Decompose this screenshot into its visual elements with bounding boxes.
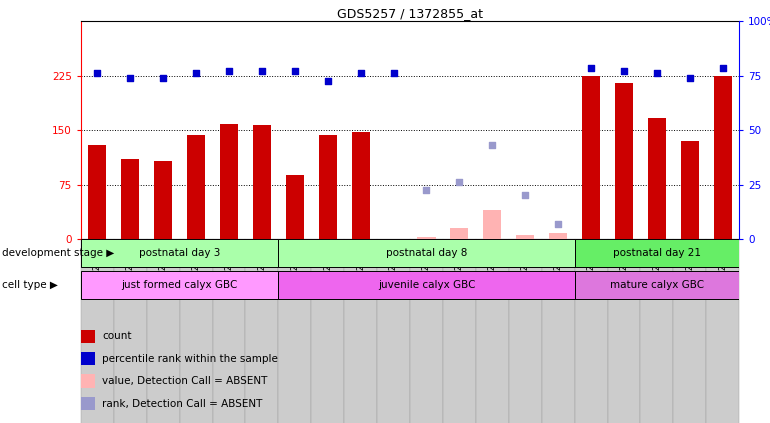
Bar bbox=[114, 239, 146, 423]
Bar bbox=[681, 141, 699, 239]
Bar bbox=[278, 239, 311, 423]
Bar bbox=[377, 239, 410, 423]
Bar bbox=[246, 239, 279, 423]
Bar bbox=[706, 239, 739, 423]
Bar bbox=[81, 239, 279, 267]
Bar bbox=[417, 237, 436, 239]
Text: mature calyx GBC: mature calyx GBC bbox=[610, 280, 704, 290]
Point bbox=[190, 70, 203, 77]
Bar bbox=[253, 125, 271, 239]
Point bbox=[552, 221, 564, 228]
Bar bbox=[311, 239, 344, 423]
Text: value, Detection Call = ABSENT: value, Detection Call = ABSENT bbox=[102, 376, 268, 386]
Text: cell type ▶: cell type ▶ bbox=[2, 280, 58, 290]
Point bbox=[354, 70, 367, 77]
Text: just formed calyx GBC: just formed calyx GBC bbox=[122, 280, 238, 290]
Bar bbox=[574, 271, 739, 299]
Point bbox=[289, 67, 301, 74]
Point bbox=[124, 74, 136, 81]
Bar bbox=[279, 271, 574, 299]
Bar bbox=[648, 118, 666, 239]
Bar bbox=[673, 239, 706, 423]
Bar bbox=[582, 76, 600, 239]
Bar bbox=[187, 135, 205, 239]
Point bbox=[256, 67, 268, 74]
Point bbox=[420, 186, 433, 193]
Text: juvenile calyx GBC: juvenile calyx GBC bbox=[378, 280, 475, 290]
Bar bbox=[484, 210, 501, 239]
Point bbox=[454, 179, 466, 186]
Point bbox=[486, 141, 498, 148]
Bar bbox=[213, 239, 246, 423]
Point bbox=[157, 74, 169, 81]
Bar bbox=[319, 135, 336, 239]
Bar bbox=[286, 175, 304, 239]
Point bbox=[322, 77, 334, 84]
Point bbox=[223, 67, 235, 74]
Text: postnatal day 21: postnatal day 21 bbox=[613, 248, 701, 258]
Text: percentile rank within the sample: percentile rank within the sample bbox=[102, 354, 278, 364]
Bar bbox=[574, 239, 608, 423]
Point bbox=[387, 70, 400, 77]
Bar bbox=[220, 124, 238, 239]
Bar bbox=[121, 159, 139, 239]
Bar bbox=[509, 239, 541, 423]
Bar bbox=[641, 239, 673, 423]
Bar bbox=[541, 239, 574, 423]
Bar bbox=[344, 239, 377, 423]
Bar bbox=[410, 239, 443, 423]
Point bbox=[684, 74, 696, 81]
Bar bbox=[476, 239, 509, 423]
Bar bbox=[89, 145, 106, 239]
Title: GDS5257 / 1372855_at: GDS5257 / 1372855_at bbox=[337, 7, 483, 20]
Bar bbox=[81, 271, 279, 299]
Bar bbox=[146, 239, 179, 423]
Text: development stage ▶: development stage ▶ bbox=[2, 248, 114, 258]
Bar bbox=[549, 233, 567, 239]
Bar bbox=[516, 235, 534, 239]
Bar bbox=[179, 239, 213, 423]
Bar bbox=[81, 239, 114, 423]
Bar bbox=[154, 161, 172, 239]
Bar bbox=[279, 239, 574, 267]
Text: postnatal day 8: postnatal day 8 bbox=[386, 248, 467, 258]
Point bbox=[91, 70, 103, 77]
Bar bbox=[608, 239, 641, 423]
Point bbox=[519, 192, 531, 199]
Bar bbox=[352, 132, 370, 239]
Bar bbox=[443, 239, 476, 423]
Text: postnatal day 3: postnatal day 3 bbox=[139, 248, 220, 258]
Bar bbox=[450, 228, 468, 239]
Point bbox=[717, 65, 729, 72]
Point bbox=[651, 70, 663, 77]
Point bbox=[618, 67, 630, 74]
Bar bbox=[615, 83, 633, 239]
Bar bbox=[714, 76, 732, 239]
Point bbox=[585, 65, 598, 72]
Bar bbox=[574, 239, 739, 267]
Text: count: count bbox=[102, 331, 132, 341]
Text: rank, Detection Call = ABSENT: rank, Detection Call = ABSENT bbox=[102, 398, 263, 409]
